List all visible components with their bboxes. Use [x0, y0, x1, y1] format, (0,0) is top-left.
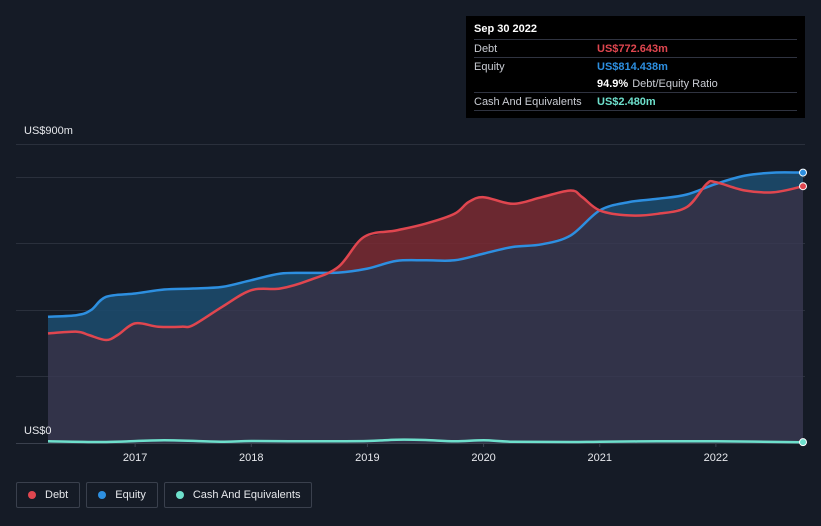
tooltip-debt-row: Debt US$772.643m: [474, 39, 797, 57]
legend-label-cash: Cash And Equivalents: [192, 489, 301, 501]
equity-end-marker: [799, 168, 807, 177]
legend-item-debt[interactable]: Debt: [16, 482, 81, 508]
legend-label-debt: Debt: [45, 489, 69, 501]
y-axis-top-label: US$900m: [24, 125, 73, 137]
legend-item-cash[interactable]: Cash And Equivalents: [163, 482, 313, 508]
tooltip-cash-row: Cash And Equivalents US$2.480m: [474, 92, 797, 111]
cash-end-marker: [799, 438, 807, 447]
y-axis-bottom-label: US$0: [24, 425, 52, 437]
tooltip-equity-row: Equity US$814.438m: [474, 57, 797, 75]
debt-end-marker: [799, 182, 807, 191]
cash-line: [47, 438, 804, 444]
tooltip-ratio-row: 94.9% Debt/Equity Ratio: [474, 75, 797, 92]
debt-area-fill: [48, 183, 803, 443]
equity-line: [47, 171, 804, 319]
tooltip-equity-label: Equity: [474, 60, 505, 73]
chart-legend: Debt Equity Cash And Equivalents: [16, 482, 318, 510]
debt-dot-icon: [28, 491, 36, 499]
tooltip-equity-value: US$814.438m: [597, 60, 668, 73]
tooltip-debt-value: US$772.643m: [597, 42, 668, 55]
tooltip-cash-value: US$2.480m: [597, 95, 656, 108]
tooltip-ratio-label: Debt/Equity Ratio: [632, 77, 718, 90]
cash-dot-icon: [175, 491, 184, 499]
tooltip-ratio-value: 94.9%: [597, 77, 629, 90]
x-tick-label: 2021: [587, 452, 611, 464]
tooltip-date: Sep 30 2022: [474, 23, 537, 35]
equity-dot-icon: [98, 491, 107, 499]
x-tick-label: 2018: [239, 452, 263, 464]
tooltip-cash-label: Cash And Equivalents: [474, 95, 582, 108]
data-tooltip: Sep 30 2022 Debt US$772.643m Equity US$8…: [466, 16, 805, 118]
tooltip-debt-label: Debt: [474, 42, 498, 55]
x-tick-label: 2019: [355, 452, 379, 464]
debt-line: [47, 179, 804, 342]
x-tick-label: 2020: [471, 452, 495, 464]
legend-item-equity[interactable]: Equity: [86, 482, 158, 508]
legend-label-equity: Equity: [115, 489, 146, 501]
x-tick-label: 2017: [123, 452, 147, 464]
x-tick-label: 2022: [704, 452, 728, 464]
